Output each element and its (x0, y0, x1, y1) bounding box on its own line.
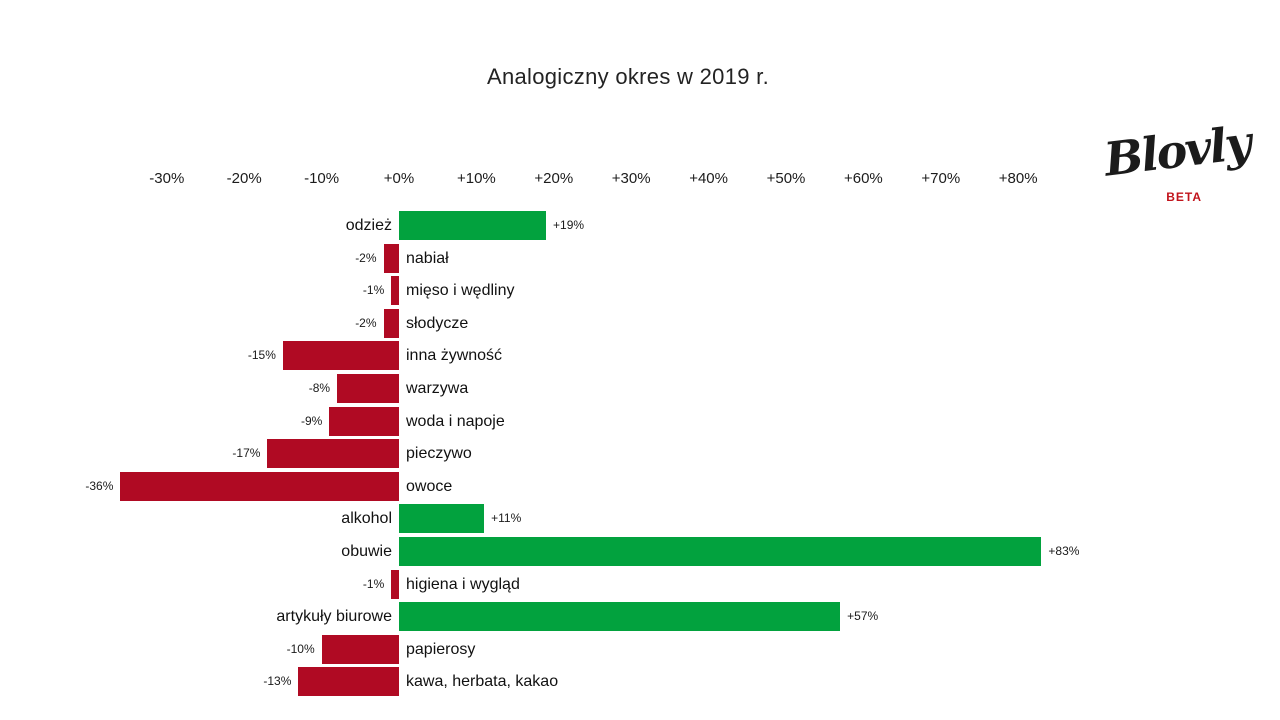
x-axis-tick: +0% (383, 170, 415, 187)
beta-badge: BETA (1166, 190, 1202, 204)
bar-negative (321, 635, 399, 664)
value-label: -15% (247, 348, 276, 362)
bar-negative (391, 276, 399, 305)
value-label: -8% (308, 381, 331, 395)
x-axis-tick: +40% (689, 170, 728, 187)
bar-positive (399, 504, 485, 533)
value-label: -36% (85, 479, 114, 493)
x-axis-tick: +30% (611, 170, 651, 187)
value-label: -2% (355, 316, 377, 330)
category-label: obuwie (341, 543, 392, 560)
category-label: kawa, herbata, kakao (406, 673, 559, 690)
x-axis-tick: +80% (998, 170, 1038, 187)
value-label: -1% (362, 283, 385, 297)
x-axis-tick: -20% (226, 170, 262, 187)
x-axis: -30% -20% -10% +0% +10% +20% +30% +40% +50% +60% +… (0, 170, 1280, 188)
bar-positive (399, 602, 841, 631)
bar-negative (298, 667, 399, 696)
x-axis-tick: +50% (766, 170, 806, 187)
x-axis-tick: +70% (921, 170, 961, 187)
category-label: inna żywność (406, 347, 503, 364)
bar-negative (329, 407, 399, 436)
x-axis-tick: +60% (843, 170, 883, 187)
bar-negative (383, 309, 399, 338)
category-label: artykuły biurowe (276, 608, 392, 625)
category-label: pieczywo (406, 445, 472, 462)
category-label: woda i napoje (406, 413, 505, 430)
bar-negative (267, 439, 399, 468)
category-label: papierosy (406, 641, 476, 658)
bar-negative (282, 341, 399, 370)
value-label: -17% (232, 446, 261, 460)
value-label: -9% (301, 414, 323, 428)
value-label: -10% (286, 642, 315, 656)
value-label: +83% (1048, 544, 1080, 558)
category-label: odzież (345, 217, 392, 234)
bar-positive (399, 537, 1042, 566)
x-axis-tick: -10% (304, 170, 340, 187)
bar-negative (337, 374, 399, 403)
x-axis-tick: +10% (456, 170, 496, 187)
category-label: alkohol (341, 510, 392, 527)
value-label: -1% (362, 577, 385, 591)
value-label: -2% (355, 251, 377, 265)
bar-negative (120, 472, 399, 501)
bar-positive (399, 211, 547, 240)
blovly-logo: Blovly BETA (1100, 115, 1252, 216)
category-label: mięso i wędliny (406, 282, 515, 299)
value-label: +11% (491, 511, 522, 525)
bar-negative (391, 570, 399, 599)
bar-negative (383, 244, 399, 273)
category-label: nabiał (406, 250, 449, 267)
category-label: warzywa (406, 380, 469, 397)
x-axis-tick: +20% (534, 170, 574, 187)
value-label: +19% (553, 218, 585, 232)
x-axis-tick: -30% (149, 170, 185, 187)
category-label: owoce (406, 478, 453, 495)
value-label: +57% (847, 609, 879, 623)
category-label: słodycze (406, 315, 469, 332)
chart-title: Analogiczny okres w 2019 r. (486, 64, 770, 89)
category-label: higiena i wygląd (406, 576, 520, 593)
value-label: -13% (263, 674, 292, 688)
